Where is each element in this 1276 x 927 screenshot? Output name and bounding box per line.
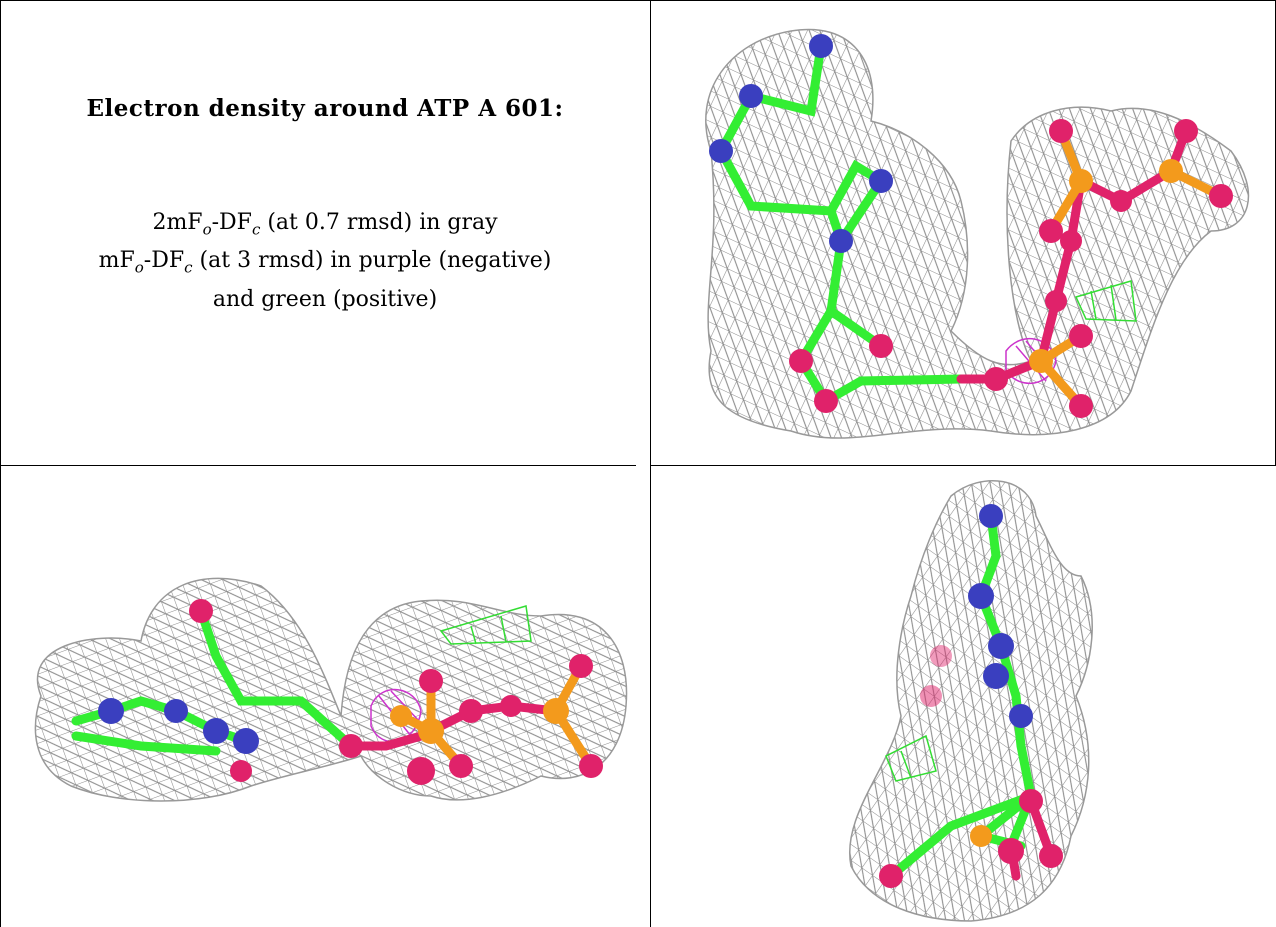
legend-2fofc: 2mFo-DFc (at 0.7 rmsd) in gray — [152, 210, 498, 239]
table-row-divider — [0, 465, 636, 466]
density-view-bottom-right — [651, 466, 1275, 927]
table-center-divider — [650, 0, 651, 927]
mesh-2fofc-region — [705, 28, 1250, 439]
table-left-border — [0, 0, 1, 927]
atp-atoms — [98, 599, 603, 785]
caption-title: Electron density around ATP A 601: — [86, 95, 564, 122]
legend-fofc: mFo-DFc (at 3 rmsd) in purple (negative) — [98, 248, 552, 277]
density-image-3 — [848, 479, 1093, 922]
table-top-border — [0, 0, 1276, 1]
atp-atoms — [879, 504, 1063, 888]
caption-cell: Electron density around ATP A 601: 2mFo-… — [0, 95, 650, 315]
mesh-positive-green — [439, 605, 532, 645]
density-view-bottom-left — [1, 466, 650, 927]
mesh-positive-green — [885, 734, 937, 782]
legend-fofc-positive: and green (positive) — [212, 286, 438, 312]
density-image-2 — [34, 577, 628, 802]
atp-bonds — [71, 606, 596, 771]
atp-atoms — [709, 34, 1233, 418]
mesh-positive-green — [1074, 280, 1137, 322]
density-image-1 — [705, 28, 1250, 439]
mesh-2fofc-region — [34, 577, 628, 802]
caption-description: 2mFo-DFc (at 0.7 rmsd) in gray mFo-DFc (… — [0, 207, 650, 315]
table-row-divider-right — [650, 465, 1276, 466]
density-view-top-right — [651, 1, 1275, 465]
